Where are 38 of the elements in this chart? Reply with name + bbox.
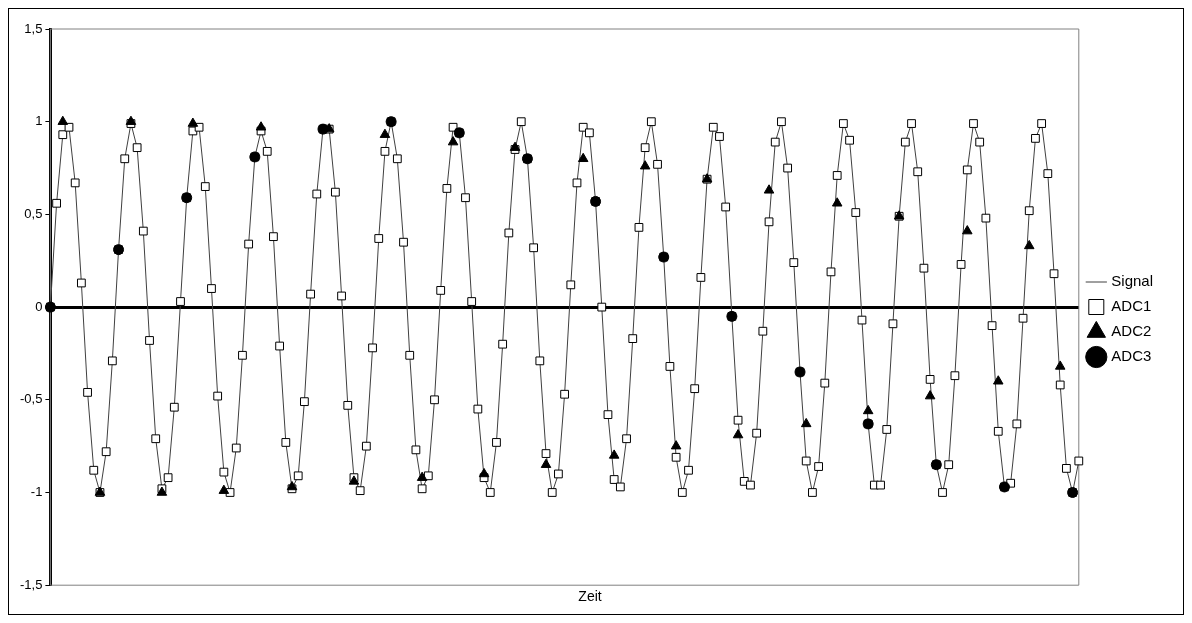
point: [831, 197, 843, 207]
point: [218, 484, 230, 494]
legend-label: ADC1: [1111, 297, 1152, 315]
point: [924, 390, 936, 400]
point: [732, 429, 744, 439]
point: [255, 121, 267, 131]
point: [862, 404, 874, 415]
point: [509, 141, 521, 151]
point: [993, 375, 1004, 385]
point: [800, 417, 812, 428]
point: [416, 471, 428, 481]
point: [608, 449, 620, 459]
legend-label: ADC3: [1111, 347, 1152, 365]
legend-label: ADC2: [1111, 322, 1152, 340]
y-tick-label: 0,5: [24, 205, 43, 221]
y-tick-label: -1,5: [19, 576, 43, 592]
point: [187, 117, 199, 127]
point: [540, 458, 552, 468]
point: [379, 128, 391, 138]
y-tick-label: -0,5: [19, 391, 43, 407]
point: [1023, 239, 1035, 250]
point: [763, 184, 775, 194]
point: [577, 152, 589, 163]
point: [447, 136, 459, 146]
point: [962, 225, 973, 235]
legend-label: Signal: [1111, 272, 1154, 290]
y-tick-label: -1: [30, 484, 43, 500]
point: [57, 115, 69, 125]
y-tick-label: 1,5: [24, 20, 43, 36]
y-tick-label: 0: [35, 298, 43, 314]
point: [1054, 360, 1066, 370]
point: [286, 480, 298, 491]
point: [478, 467, 490, 478]
point: [125, 115, 137, 125]
point: [639, 160, 651, 170]
point: [670, 440, 682, 450]
y-tick-label: 1: [35, 113, 43, 129]
x-axis-title: Zeit: [578, 588, 602, 605]
